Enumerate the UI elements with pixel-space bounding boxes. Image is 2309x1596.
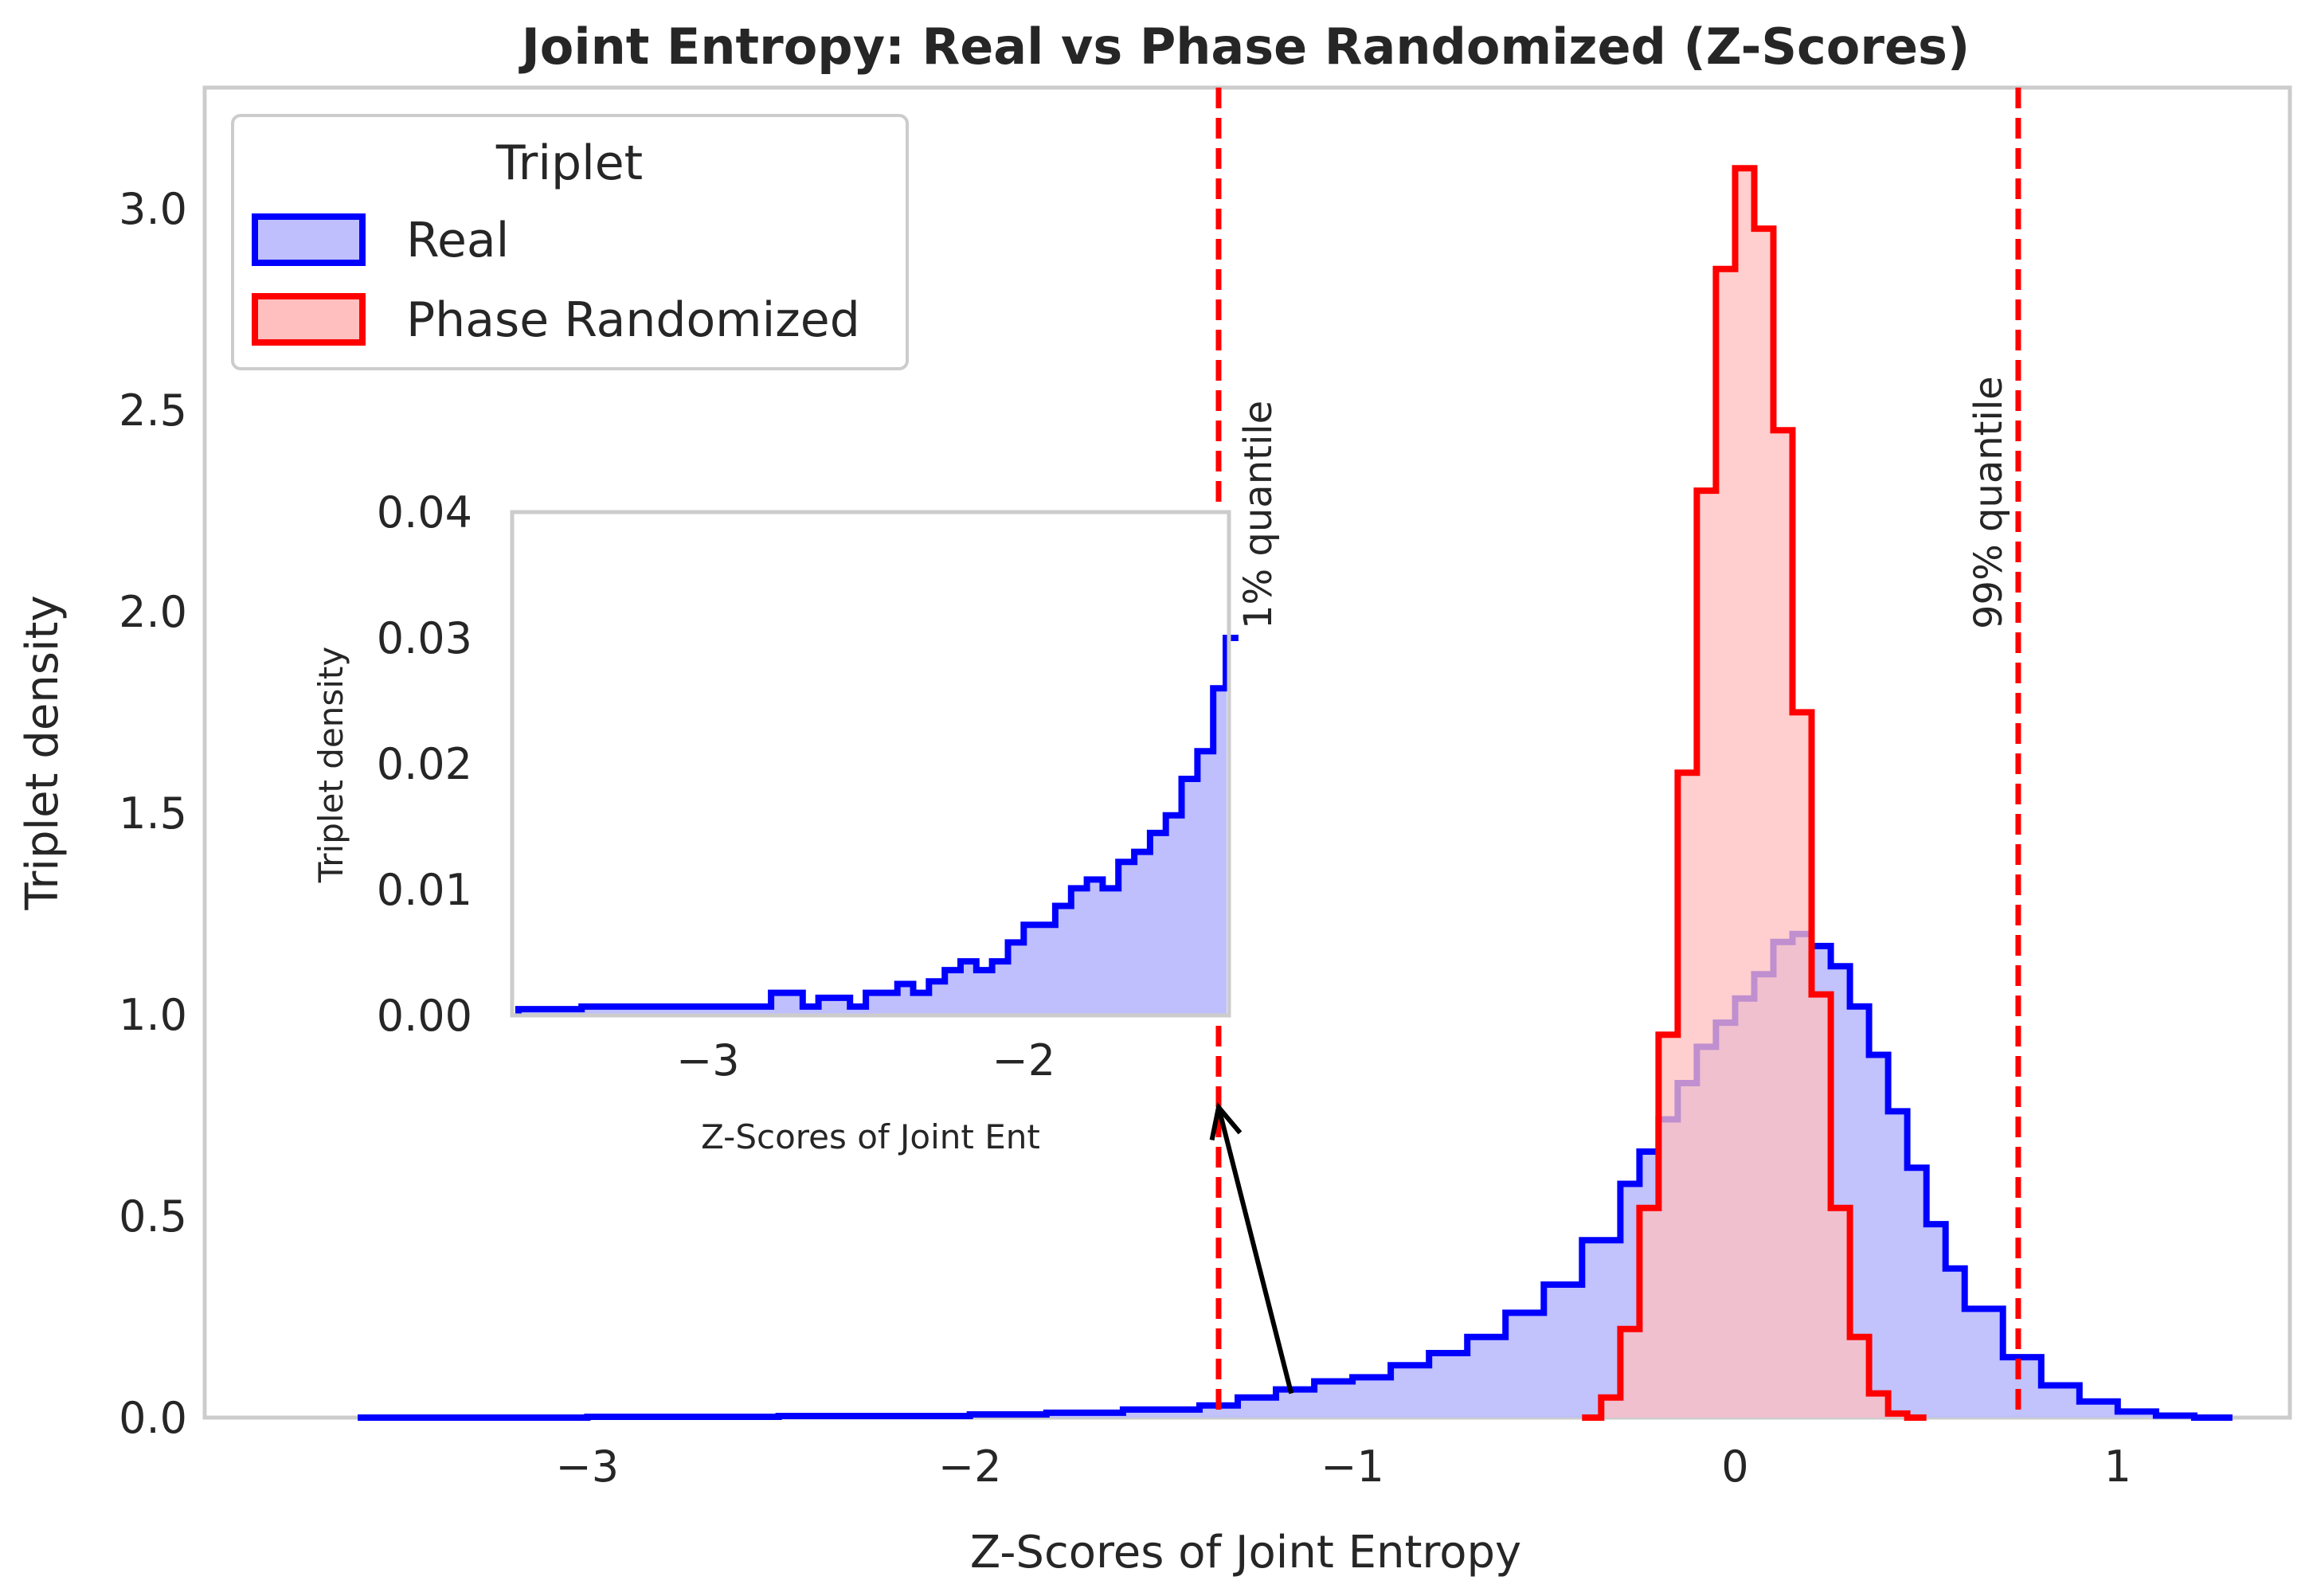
legend-label-phase-randomized: Phase Randomized: [406, 292, 860, 348]
y-tick-label: 1.0: [119, 990, 187, 1040]
y-tick-label: 2.5: [119, 385, 187, 436]
main-tick-labels: −3 −2 −1 0 1 0.0 0.5 1.0 1.5 2.0 2.5 3.0: [119, 184, 2131, 1492]
inset-frame-border: [510, 510, 1231, 1018]
x-tick-label: −3: [556, 1441, 620, 1492]
series-fill-phase-randomized: [1582, 168, 1927, 1418]
inset-y-tick-label: 0.02: [377, 739, 472, 789]
y-tick-label: 0.5: [119, 1191, 187, 1242]
arrow-shaft: [1216, 1106, 1294, 1395]
x-tick-label: 1: [2104, 1441, 2131, 1492]
legend-swatch-real: [252, 213, 366, 266]
inset-series-line-real: [515, 635, 1239, 1015]
inset-x-axis-label: Z-Scores of Joint Ent: [701, 1117, 1040, 1156]
inset-y-axis-label: Triplet density: [311, 647, 350, 883]
quantile-1-label: 1% quantile: [1236, 401, 1281, 629]
inset-x-tick-label: −3: [676, 1035, 740, 1086]
inset-y-tick-label: 0.01: [377, 865, 472, 915]
inset-pointer-arrow: [1209, 1101, 1294, 1395]
y-axis-label: Triplet density: [17, 595, 68, 910]
legend: Triplet Real Phase Randomized: [231, 114, 909, 370]
legend-title: Triplet: [495, 135, 643, 191]
x-axis-label: Z-Scores of Joint Entropy: [970, 1527, 1521, 1578]
main-series-layer: [358, 165, 2233, 1421]
inset-y-tick-label: 0.03: [377, 613, 472, 663]
x-tick-label: −1: [1321, 1441, 1384, 1492]
legend-swatch-phase-randomized: [252, 293, 366, 346]
inset-y-tick-label: 0.00: [377, 991, 472, 1041]
series-line-phase-randomized: [1582, 165, 1927, 1421]
inset-tick-labels: −3 −2 0.00 0.01 0.02 0.03 0.04: [377, 487, 1055, 1086]
arrow-head: [1209, 1101, 1243, 1141]
inset-series-layer: [510, 510, 1239, 1018]
y-tick-label: 1.5: [119, 788, 187, 839]
inset-y-tick-label: 0.04: [377, 487, 472, 538]
quantile-lines-layer: [1215, 88, 2021, 1418]
x-tick-label: −2: [938, 1441, 1002, 1492]
legend-label-real: Real: [406, 213, 509, 268]
inset-x-tick-label: −2: [992, 1035, 1055, 1086]
legend-box: [231, 114, 909, 370]
x-tick-label: 0: [1721, 1441, 1748, 1492]
y-tick-label: 3.0: [119, 184, 187, 234]
y-tick-label: 2.0: [119, 587, 187, 637]
quantile-99-label: 99% quantile: [1967, 376, 2011, 629]
y-tick-label: 0.0: [119, 1393, 187, 1443]
chart-title: Joint Entropy: Real vs Phase Randomized …: [519, 18, 1970, 76]
